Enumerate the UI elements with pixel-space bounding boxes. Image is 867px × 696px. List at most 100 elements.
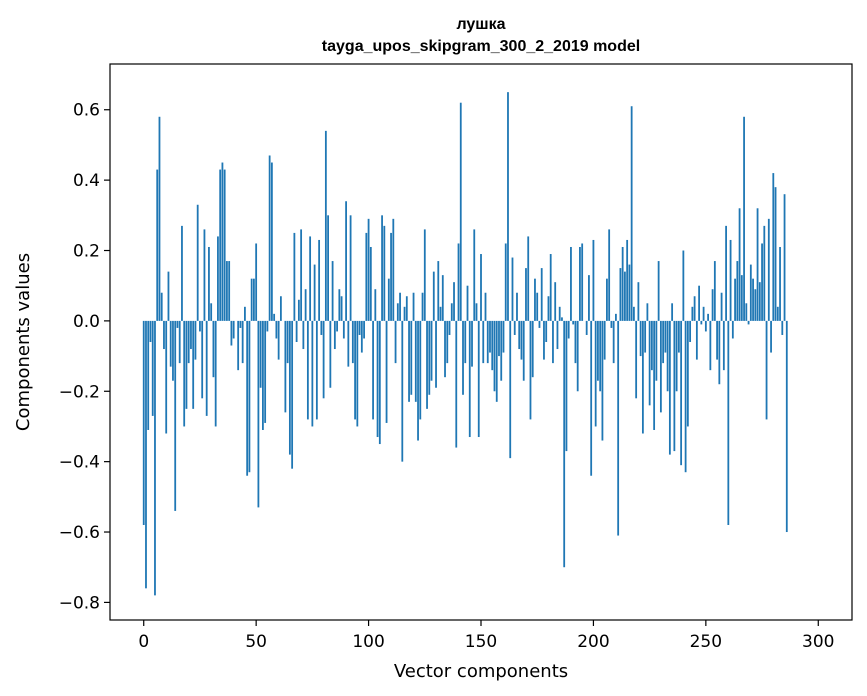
- x-tick-label: 250: [690, 632, 722, 652]
- bar: [178, 320, 181, 364]
- bar: [349, 215, 352, 321]
- bar: [392, 218, 395, 321]
- bar: [264, 320, 267, 423]
- bar: [248, 320, 251, 473]
- bar: [151, 320, 154, 416]
- bar: [163, 320, 165, 350]
- bar: [253, 278, 255, 321]
- bar: [567, 320, 570, 339]
- bar: [579, 246, 581, 321]
- bar: [563, 320, 566, 568]
- bar: [363, 320, 365, 339]
- bar: [244, 306, 246, 321]
- bar: [758, 282, 761, 321]
- bar: [572, 320, 575, 325]
- bar: [552, 320, 554, 364]
- bar: [360, 320, 363, 353]
- bar: [718, 320, 721, 385]
- bar: [302, 320, 305, 350]
- bar: [749, 264, 752, 321]
- bar: [367, 218, 370, 321]
- bar: [309, 236, 312, 321]
- bar: [495, 320, 498, 402]
- bar: [372, 320, 374, 420]
- bar: [185, 320, 188, 409]
- bar: [241, 320, 244, 364]
- x-tick-label: 100: [352, 632, 384, 652]
- bar: [300, 229, 303, 321]
- bar: [232, 320, 235, 339]
- bar: [435, 320, 437, 388]
- bar: [437, 261, 440, 321]
- bar: [729, 239, 732, 321]
- bar: [165, 320, 168, 434]
- bar: [513, 320, 516, 335]
- bar: [172, 320, 174, 381]
- bar: [199, 320, 201, 332]
- bar: [387, 278, 390, 321]
- bar: [779, 246, 781, 321]
- bar: [628, 264, 631, 321]
- bar: [509, 320, 512, 459]
- bar: [754, 289, 757, 321]
- bar: [255, 243, 258, 321]
- bar: [167, 271, 170, 321]
- bar: [401, 320, 404, 462]
- bar: [414, 320, 417, 402]
- bar: [516, 292, 518, 321]
- x-tick-label: 50: [245, 632, 267, 652]
- bar: [306, 320, 309, 420]
- bar: [480, 254, 482, 321]
- bar: [547, 296, 550, 321]
- y-tick-label: −0.4: [59, 453, 100, 473]
- bar: [268, 155, 271, 321]
- y-tick-label: −0.6: [59, 523, 100, 543]
- bar: [482, 320, 485, 364]
- bar: [378, 320, 381, 445]
- bar: [486, 320, 489, 364]
- bar: [612, 320, 615, 364]
- bar: [664, 320, 667, 353]
- bar: [502, 320, 505, 353]
- bar: [617, 320, 620, 536]
- bar: [324, 130, 327, 321]
- bar: [770, 320, 772, 353]
- bar: [338, 289, 341, 321]
- bar: [275, 320, 278, 339]
- bar: [230, 320, 233, 346]
- bar: [156, 169, 159, 321]
- bar: [318, 239, 321, 321]
- bar: [518, 320, 521, 350]
- bar: [711, 289, 714, 321]
- bar: [412, 292, 415, 321]
- bar: [228, 261, 231, 321]
- bar: [626, 239, 629, 321]
- bar: [181, 225, 183, 321]
- bar: [270, 162, 273, 321]
- bar: [592, 239, 595, 321]
- bar: [740, 275, 743, 321]
- bar: [322, 320, 325, 399]
- bar: [615, 313, 617, 321]
- bar: [585, 320, 588, 335]
- bar: [752, 278, 754, 321]
- bar: [205, 320, 208, 416]
- bar: [707, 313, 709, 321]
- bar: [662, 320, 665, 364]
- bar: [673, 320, 676, 452]
- bar: [160, 292, 163, 321]
- bar: [666, 320, 669, 392]
- bar: [369, 246, 372, 321]
- bar: [142, 320, 145, 525]
- bar: [208, 246, 210, 321]
- bar: [154, 320, 156, 596]
- bar: [520, 320, 523, 360]
- bar: [498, 320, 500, 357]
- bar: [700, 320, 703, 325]
- bar: [500, 320, 503, 381]
- y-axis-ticks: −0.8 −0.6 −0.4 −0.2 0.0 0.2 0.4 0.6: [59, 101, 110, 613]
- bar: [659, 320, 662, 413]
- bar: [745, 303, 748, 321]
- bar: [731, 320, 734, 339]
- bar: [453, 282, 455, 321]
